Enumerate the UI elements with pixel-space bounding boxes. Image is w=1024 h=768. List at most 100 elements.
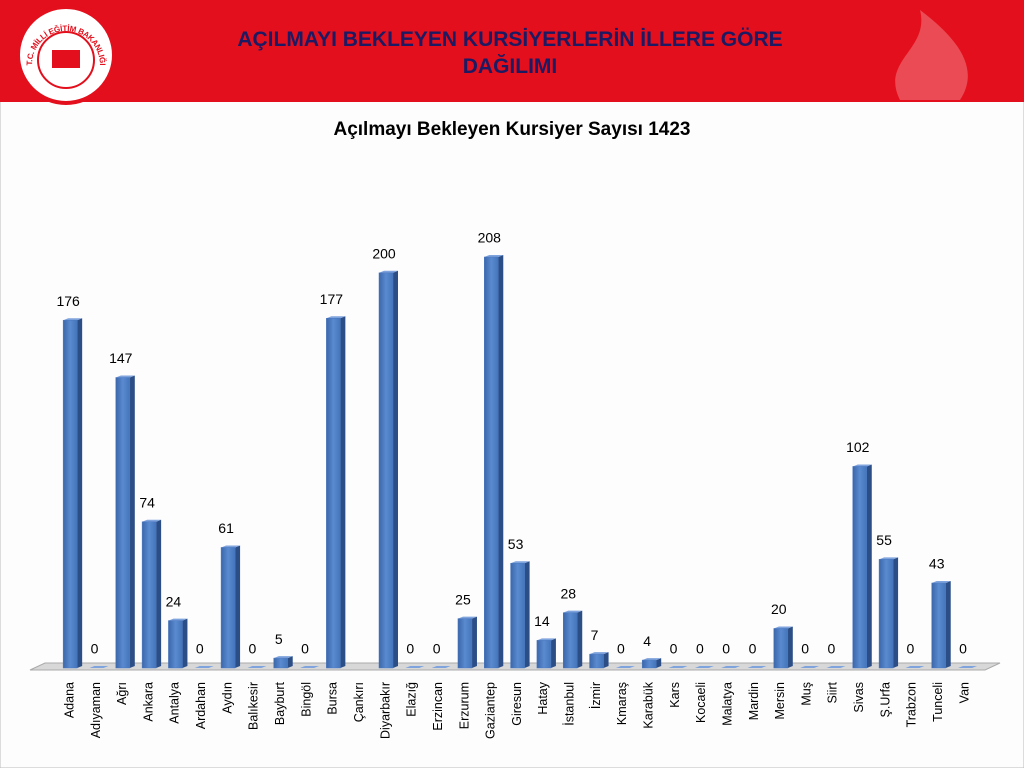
bar-top (431, 666, 451, 668)
bar-top (221, 545, 241, 548)
bar-top (905, 666, 925, 668)
bar (773, 628, 789, 669)
bar (168, 620, 183, 669)
bar-side (577, 610, 583, 668)
bar-top (326, 316, 346, 319)
logo: T.C. MİLLİ EĞİTİM BAKANLIĞI (16, 5, 116, 105)
x-tick-label: İzmir (589, 682, 603, 709)
bar-side (340, 316, 346, 668)
x-tick-label: Bursa (326, 682, 340, 715)
x-tick-label: Balıkesir (247, 682, 261, 730)
data-label: 0 (696, 641, 704, 657)
data-label: 0 (301, 641, 309, 657)
bar (62, 319, 78, 669)
bar-top (852, 464, 872, 467)
bar (878, 559, 894, 669)
bar-side (945, 581, 951, 668)
x-tick-label: Elazığ (405, 682, 419, 717)
data-label: 7 (591, 627, 599, 643)
x-tick-label: Bayburt (273, 681, 287, 725)
data-label: 0 (749, 641, 757, 657)
data-label: 55 (876, 532, 892, 548)
data-label: 0 (828, 641, 836, 657)
bar-top (721, 666, 741, 668)
bar (378, 272, 394, 669)
bar-top (168, 618, 188, 621)
bar-top (589, 652, 609, 655)
bar-top (273, 656, 293, 659)
x-tick-label: Ardahan (194, 682, 208, 729)
data-label: 43 (929, 556, 945, 572)
data-label: 0 (433, 641, 441, 657)
x-tick-label: Kars (668, 682, 682, 708)
x-tick-label: Erzincan (431, 682, 445, 731)
data-label: 4 (643, 633, 651, 649)
data-label: 28 (560, 585, 576, 601)
bar (510, 563, 525, 669)
x-tick-label: Van (957, 682, 971, 703)
data-label: 0 (406, 641, 414, 657)
bar-top (194, 666, 214, 668)
x-tick-label: Aydın (220, 682, 234, 714)
bar-top (484, 255, 504, 257)
x-tick-label: Adana (62, 682, 76, 718)
x-tick-label: Diyarbakır (378, 682, 392, 739)
chart-title: Açılmayı Bekleyen Kursiyer Sayısı 1423 (333, 119, 690, 140)
bar-side (235, 545, 241, 668)
bar-side (498, 255, 504, 668)
bar-side (866, 464, 872, 668)
bar-top (536, 638, 556, 641)
x-tick-label: Antalya (168, 682, 182, 724)
x-tick-label: Ankara (141, 682, 155, 722)
bar (852, 466, 868, 669)
bar-top (379, 270, 398, 273)
bar-top (63, 318, 83, 321)
data-label: 0 (670, 641, 678, 657)
bar-top (826, 666, 846, 668)
bar-side (471, 616, 477, 668)
data-label: 176 (56, 293, 80, 309)
bar-top (931, 581, 951, 584)
data-label: 177 (320, 291, 344, 307)
bar-side (393, 270, 398, 668)
bar-top (300, 666, 320, 668)
x-tick-label: Giresun (510, 682, 524, 726)
x-tick-label: İstanbul (563, 682, 577, 726)
bar-side (787, 626, 793, 668)
x-tick-label: Muş (799, 682, 813, 706)
bar (326, 318, 341, 669)
bar (141, 521, 157, 669)
bar-side (550, 638, 556, 668)
bar-top (89, 666, 109, 668)
bar-side (603, 652, 609, 668)
bar-top (879, 557, 899, 560)
x-tick-label: Gaziantep (484, 682, 498, 739)
x-tick-label: Mardin (747, 682, 761, 720)
bar (484, 256, 499, 669)
x-tick-label: Bingöl (299, 682, 313, 717)
x-tick-label: Mersin (773, 682, 787, 720)
data-label: 0 (907, 641, 915, 657)
bar (562, 612, 578, 669)
data-label: 0 (959, 641, 967, 657)
data-label: 25 (455, 591, 471, 607)
bar (536, 640, 552, 669)
x-tick-label: Adıyaman (89, 682, 103, 738)
bar-top (747, 666, 767, 668)
bar-top (773, 626, 793, 629)
x-tick-label: Siirt (826, 681, 840, 703)
header-title: AÇILMAYI BEKLEYEN KURSİYERLERİN İLLERE G… (237, 28, 783, 78)
data-label: 0 (249, 641, 257, 657)
data-label: 14 (534, 613, 550, 629)
header-title-box: AÇILMAYI BEKLEYEN KURSİYERLERİN İLLERE G… (237, 28, 783, 78)
x-tick-label: Çankırı (352, 682, 366, 722)
bar-side (524, 561, 530, 668)
bar-top (247, 666, 267, 668)
bar-top (694, 666, 714, 668)
data-label: 0 (722, 641, 730, 657)
x-tick-label: Malatya (720, 682, 734, 726)
bar-side (656, 658, 662, 668)
x-tick-label: Kmaraş (615, 682, 629, 725)
data-label: 5 (275, 631, 283, 647)
